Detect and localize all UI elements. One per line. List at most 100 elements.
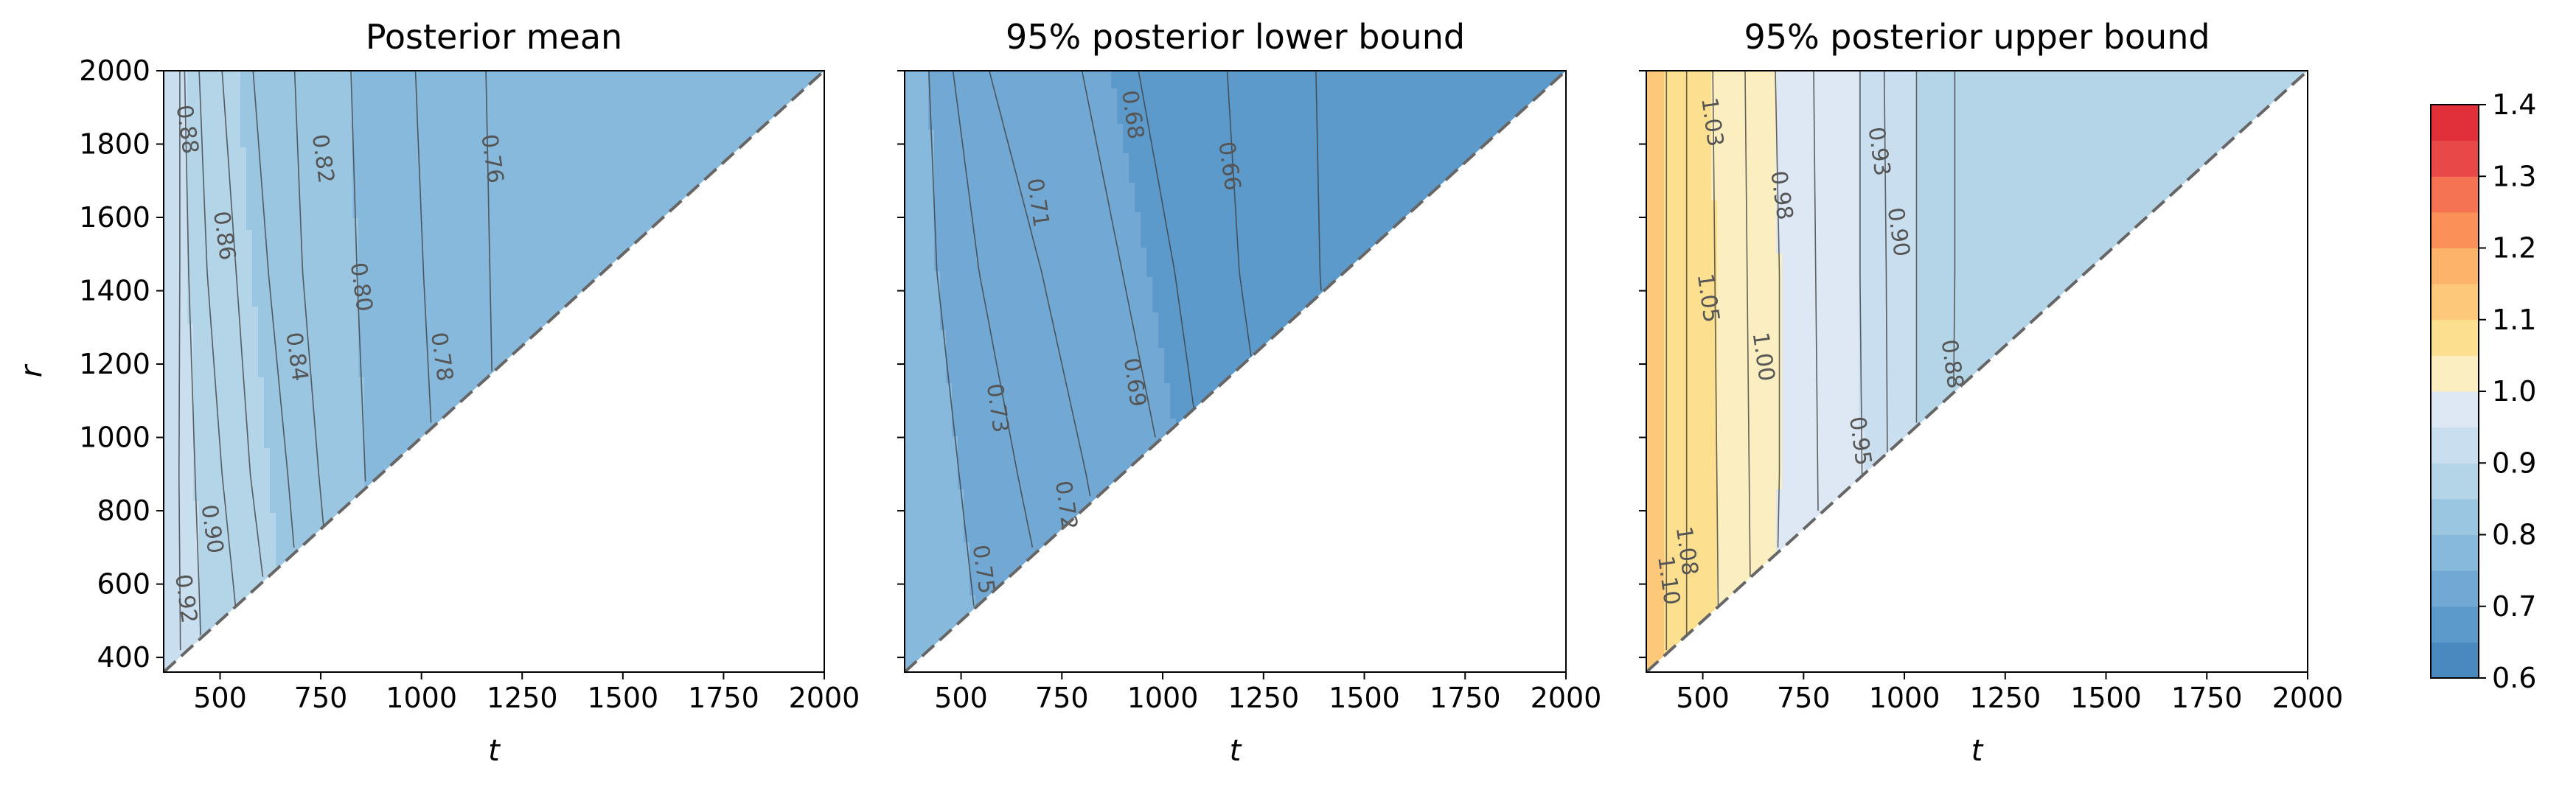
contour-cell — [264, 401, 365, 408]
contour-cell — [1646, 601, 1665, 608]
contour-cell — [958, 483, 1118, 490]
contour-cell — [964, 536, 1059, 543]
contour-cell — [199, 525, 276, 531]
contour-cell — [164, 531, 200, 537]
contour-cell — [364, 460, 400, 466]
contour-cell — [1865, 448, 1901, 455]
contour-cell — [1664, 336, 1718, 343]
contour-cell — [1111, 71, 1566, 77]
contour-cell — [940, 312, 1159, 319]
contour-cell — [946, 348, 1165, 354]
contour-cell — [1859, 371, 1918, 378]
contour-cell — [187, 224, 247, 231]
contour-cell — [1646, 277, 1665, 284]
contour-cell — [1859, 271, 1918, 278]
contour-cell — [358, 259, 624, 266]
contour-cell — [1646, 401, 1665, 408]
contour-cell — [164, 171, 188, 178]
contour-cell — [1646, 254, 1665, 260]
contour-cell — [1776, 230, 1859, 237]
contour-cell — [193, 342, 259, 349]
contour-cell — [1711, 141, 1777, 148]
contour-cell — [1135, 206, 1424, 213]
contour-cell — [1717, 366, 1783, 372]
contour-cell — [1152, 289, 1330, 296]
contour-cell — [1646, 189, 1665, 195]
contour-cell — [905, 112, 929, 119]
contour-cell — [240, 77, 353, 83]
contour-cell — [164, 112, 188, 119]
x-tick-label: 500 — [193, 682, 247, 714]
contour-cell — [1664, 342, 1718, 349]
contour-cell — [1859, 77, 1918, 83]
colorbar-band — [2431, 391, 2479, 428]
contour-cell — [905, 94, 929, 101]
contour-cell — [270, 460, 365, 466]
contour-cell — [1859, 242, 1918, 248]
contour-cell — [199, 601, 247, 608]
contour-cell — [1717, 407, 1783, 413]
contour-cell — [1646, 454, 1665, 461]
contour-cell — [928, 83, 1112, 89]
x-axis-label: t — [1971, 734, 1984, 768]
contour-cell — [193, 478, 271, 484]
x-tick-label: 1750 — [2171, 682, 2243, 714]
contour-cell — [270, 483, 365, 490]
contour-cell — [1158, 312, 1306, 319]
contour-cell — [905, 489, 964, 496]
contour-cell — [164, 613, 200, 620]
contour-cell — [1646, 124, 1665, 130]
contour-cell — [905, 106, 929, 113]
contour-cell — [352, 100, 796, 107]
contour-cell — [1717, 259, 1783, 266]
contour-cell — [1918, 224, 2142, 231]
colorbar-band — [2431, 105, 2479, 141]
contour-cell — [1664, 318, 1718, 325]
contour-cell — [1776, 177, 1859, 183]
contour-cell — [358, 371, 501, 378]
contour-cell — [193, 413, 265, 419]
contour-cell — [282, 566, 288, 573]
contour-cell — [352, 118, 778, 125]
contour-cell — [1664, 265, 1718, 272]
contour-cell — [164, 619, 200, 626]
contour-cell — [970, 590, 1000, 596]
contour-cell — [352, 112, 784, 119]
contour-cell — [164, 371, 194, 378]
contour-cell — [1646, 118, 1665, 125]
contour-cell — [199, 536, 276, 543]
contour-cell — [358, 301, 577, 307]
contour-cell — [905, 478, 958, 484]
contour-cell — [1859, 136, 1918, 142]
contour-cell — [193, 419, 265, 425]
contour-cell — [164, 248, 188, 254]
contour-cell — [1152, 277, 1342, 284]
contour-cell — [1646, 466, 1665, 472]
contour-cell — [1646, 395, 1665, 402]
y-tick-label: 1400 — [79, 275, 150, 307]
contour-cell — [364, 466, 394, 472]
contour-cell — [164, 554, 200, 561]
contour-cell — [164, 395, 194, 402]
contour-line — [184, 71, 201, 636]
contour-cell — [1717, 419, 1783, 425]
contour-cell — [1664, 572, 1718, 578]
contour-cell — [246, 147, 353, 154]
contour-cell — [187, 277, 253, 284]
contour-cell — [199, 613, 235, 620]
contour-cell — [905, 312, 941, 319]
contour-cell — [187, 218, 247, 225]
contour-cell — [193, 460, 271, 466]
contour-cell — [364, 442, 424, 449]
contour-cell — [952, 383, 1171, 390]
contour-cell — [1776, 212, 1859, 219]
contour-cell — [1782, 312, 1859, 319]
contour-cell — [187, 271, 253, 278]
contour-cell — [1664, 601, 1718, 608]
contour-cell — [1918, 171, 2201, 178]
contour-cell — [1146, 265, 1360, 272]
y-axis-label: r — [15, 363, 49, 377]
contour-cell — [1782, 395, 1859, 402]
contour-cell — [1111, 83, 1560, 89]
contour-cell — [1158, 330, 1289, 337]
